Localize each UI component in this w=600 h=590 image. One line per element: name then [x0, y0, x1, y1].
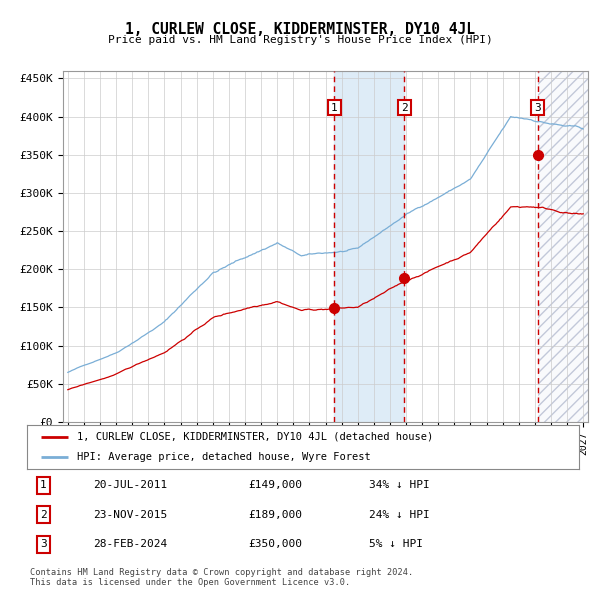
Text: 2: 2	[401, 103, 408, 113]
Text: £189,000: £189,000	[248, 510, 302, 520]
Text: 20-JUL-2011: 20-JUL-2011	[93, 480, 167, 490]
Text: 1, CURLEW CLOSE, KIDDERMINSTER, DY10 4JL: 1, CURLEW CLOSE, KIDDERMINSTER, DY10 4JL	[125, 22, 475, 37]
Text: 24% ↓ HPI: 24% ↓ HPI	[369, 510, 430, 520]
Text: 2: 2	[40, 510, 47, 520]
Bar	[538, 71, 591, 422]
Text: £350,000: £350,000	[248, 539, 302, 549]
Text: HPI: Average price, detached house, Wyre Forest: HPI: Average price, detached house, Wyre…	[77, 452, 370, 462]
Bar	[334, 71, 404, 422]
Text: 34% ↓ HPI: 34% ↓ HPI	[369, 480, 430, 490]
Text: 28-FEB-2024: 28-FEB-2024	[93, 539, 167, 549]
Text: 1: 1	[40, 480, 47, 490]
Text: £149,000: £149,000	[248, 480, 302, 490]
Bar	[538, 71, 591, 422]
Text: 1, CURLEW CLOSE, KIDDERMINSTER, DY10 4JL (detached house): 1, CURLEW CLOSE, KIDDERMINSTER, DY10 4JL…	[77, 432, 433, 442]
Text: Price paid vs. HM Land Registry's House Price Index (HPI): Price paid vs. HM Land Registry's House …	[107, 35, 493, 45]
Text: 23-NOV-2015: 23-NOV-2015	[93, 510, 167, 520]
Text: 5% ↓ HPI: 5% ↓ HPI	[369, 539, 423, 549]
Text: 3: 3	[534, 103, 541, 113]
Text: 3: 3	[40, 539, 47, 549]
Text: Contains HM Land Registry data © Crown copyright and database right 2024.
This d: Contains HM Land Registry data © Crown c…	[30, 568, 413, 587]
Text: 1: 1	[331, 103, 338, 113]
